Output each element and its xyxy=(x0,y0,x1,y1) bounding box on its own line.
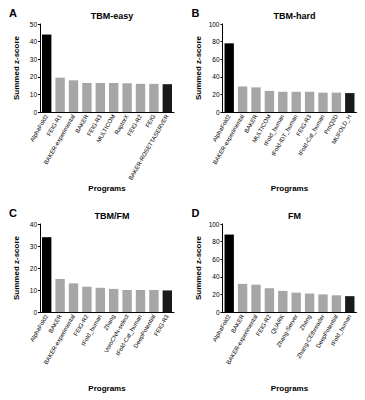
svg-text:40: 40 xyxy=(30,221,38,228)
svg-text:VoroCNN-select: VoroCNN-select xyxy=(103,313,130,354)
svg-text:ProQ3D: ProQ3D xyxy=(323,113,339,136)
svg-text:Summed z-score: Summed z-score xyxy=(194,235,203,300)
svg-text:Programs: Programs xyxy=(88,184,126,193)
svg-text:10: 10 xyxy=(30,91,38,98)
svg-text:B: B xyxy=(192,7,200,19)
svg-text:0: 0 xyxy=(33,109,37,116)
svg-text:20: 20 xyxy=(30,265,38,272)
svg-text:Programs: Programs xyxy=(88,384,126,393)
svg-text:AlphaFold2: AlphaFold2 xyxy=(211,313,232,343)
svg-text:DeepPotential: DeepPotential xyxy=(315,313,339,350)
svg-text:Summed z-score: Summed z-score xyxy=(12,35,21,100)
svg-text:TBM-hard: TBM-hard xyxy=(274,11,316,21)
svg-text:50: 50 xyxy=(30,21,38,28)
svg-text:20: 20 xyxy=(30,73,38,80)
svg-text:FEIG-R2: FEIG-R2 xyxy=(126,113,143,137)
svg-text:10: 10 xyxy=(30,287,38,294)
svg-text:BAKER: BAKER xyxy=(74,113,90,135)
svg-text:TBM/FM: TBM/FM xyxy=(95,211,130,221)
svg-text:FEIG-R1: FEIG-R1 xyxy=(45,113,63,137)
svg-text:Summed z-score: Summed z-score xyxy=(194,35,203,100)
svg-text:AlphaFold2: AlphaFold2 xyxy=(211,113,232,143)
svg-text:Summed z-score: Summed z-score xyxy=(12,235,21,300)
svg-text:60: 60 xyxy=(212,256,220,263)
svg-text:tFold_human: tFold_human xyxy=(330,313,353,346)
svg-text:MULTICOM: MULTICOM xyxy=(251,113,272,144)
svg-text:BAKER: BAKER xyxy=(243,113,259,135)
svg-text:100: 100 xyxy=(209,221,220,228)
svg-text:Zhang: Zhang xyxy=(299,313,313,331)
svg-text:Zhang-CEthreader: Zhang-CEthreader xyxy=(295,313,326,360)
svg-text:40: 40 xyxy=(212,73,220,80)
svg-text:BAKER-experimental: BAKER-experimental xyxy=(43,113,76,165)
svg-text:Programs: Programs xyxy=(271,384,309,393)
svg-text:A: A xyxy=(9,7,17,19)
svg-text:DeepPotential: DeepPotential xyxy=(132,313,156,349)
svg-text:40: 40 xyxy=(212,273,220,280)
svg-text:tFold-Cat_human: tFold-Cat_human xyxy=(114,313,144,357)
svg-text:AlphaFold2: AlphaFold2 xyxy=(29,113,50,143)
svg-text:BAKER-ROSETTASERVER: BAKER-ROSETTASERVER xyxy=(127,113,170,181)
svg-text:BAKER-experimental: BAKER-experimental xyxy=(212,113,245,165)
svg-text:tFold-Cat_human: tFold-Cat_human xyxy=(297,113,325,156)
svg-text:FEIG-R3: FEIG-R3 xyxy=(85,113,103,137)
svg-text:0: 0 xyxy=(33,309,37,316)
svg-text:D: D xyxy=(192,207,200,219)
svg-text:tFold-IDT_human: tFold-IDT_human xyxy=(270,113,298,156)
svg-text:60: 60 xyxy=(212,56,220,63)
svg-text:MUFOLD_H: MUFOLD_H xyxy=(331,113,353,145)
svg-text:TBM-easy: TBM-easy xyxy=(91,11,134,21)
svg-text:FEIG-R2: FEIG-R2 xyxy=(255,313,272,337)
svg-text:C: C xyxy=(9,207,17,219)
svg-text:100: 100 xyxy=(209,21,220,28)
svg-text:0: 0 xyxy=(216,109,220,116)
svg-text:20: 20 xyxy=(212,291,220,298)
svg-text:FEIG-R2: FEIG-R2 xyxy=(72,313,90,337)
svg-text:BAKER-experimental: BAKER-experimental xyxy=(225,313,258,365)
svg-text:tFold_human: tFold_human xyxy=(80,313,103,346)
svg-text:MULTICOM: MULTICOM xyxy=(95,113,116,143)
svg-text:AlphaFold2: AlphaFold2 xyxy=(29,313,50,343)
svg-text:80: 80 xyxy=(212,238,220,245)
svg-text:tFold_human: tFold_human xyxy=(262,113,286,147)
svg-text:FEIG-R3: FEIG-R3 xyxy=(295,113,313,137)
svg-text:30: 30 xyxy=(30,243,38,250)
svg-text:FEIG-R3: FEIG-R3 xyxy=(153,313,170,337)
svg-text:Programs: Programs xyxy=(271,184,309,193)
svg-text:40: 40 xyxy=(30,38,38,45)
svg-text:FM: FM xyxy=(288,211,301,221)
svg-text:30: 30 xyxy=(30,56,38,63)
svg-text:RaptorX: RaptorX xyxy=(113,113,130,136)
svg-text:Zhang-Server: Zhang-Server xyxy=(275,313,298,348)
svg-text:FEIG: FEIG xyxy=(144,113,156,128)
svg-text:QUARK: QUARK xyxy=(269,313,286,335)
svg-text:BAKER-experimental: BAKER-experimental xyxy=(43,313,76,365)
svg-text:20: 20 xyxy=(212,91,220,98)
svg-text:0: 0 xyxy=(216,309,220,316)
svg-text:Zhang: Zhang xyxy=(103,313,117,331)
svg-text:80: 80 xyxy=(212,38,220,45)
